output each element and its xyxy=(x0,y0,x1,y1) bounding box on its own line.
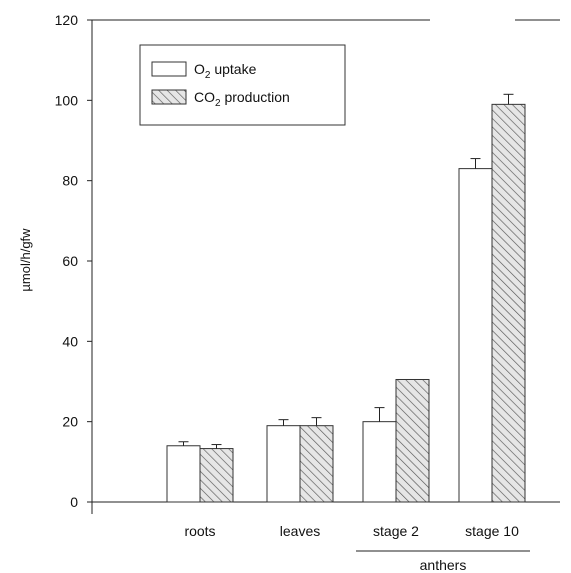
y-axis-ticks: 0 20 40 60 80 100 120 xyxy=(55,12,92,510)
y-tick-label: 40 xyxy=(62,333,78,349)
bar-co2-leaves xyxy=(299,425,334,503)
y-tick-label: 80 xyxy=(62,173,78,189)
group-label-anthers: anthers xyxy=(420,557,467,573)
y-tick-label: 0 xyxy=(70,494,78,510)
x-tick-label: stage 10 xyxy=(465,523,519,539)
y-tick-label: 60 xyxy=(62,253,78,269)
y-tick-label: 20 xyxy=(62,414,78,430)
legend-swatch xyxy=(151,89,187,105)
legend-label: CO2 production xyxy=(194,89,290,109)
legend-swatch xyxy=(151,61,187,77)
legend-label: O2 uptake xyxy=(194,61,257,81)
bar-co2-stage-2 xyxy=(395,378,430,503)
bar-co2-roots xyxy=(199,448,234,503)
y-axis-label: µmol/h/gfw xyxy=(18,228,33,292)
bar-o2-leaves xyxy=(266,425,301,503)
legend: O2 uptake CO2 production xyxy=(139,44,346,126)
x-axis-labels: roots leaves stage 2 stage 10 anthers xyxy=(184,523,530,573)
bars xyxy=(166,93,526,503)
x-tick-label: leaves xyxy=(280,523,320,539)
x-tick-label: stage 2 xyxy=(373,523,419,539)
x-tick-label: roots xyxy=(184,523,215,539)
legend-box xyxy=(139,44,346,126)
y-tick-label: 100 xyxy=(55,92,79,108)
bar-o2-roots xyxy=(166,445,201,503)
bar-co2-stage-10 xyxy=(491,103,526,503)
y-tick-label: 120 xyxy=(55,12,79,28)
bar-o2-stage-2 xyxy=(362,421,397,503)
bar-o2-stage-10 xyxy=(458,168,493,503)
